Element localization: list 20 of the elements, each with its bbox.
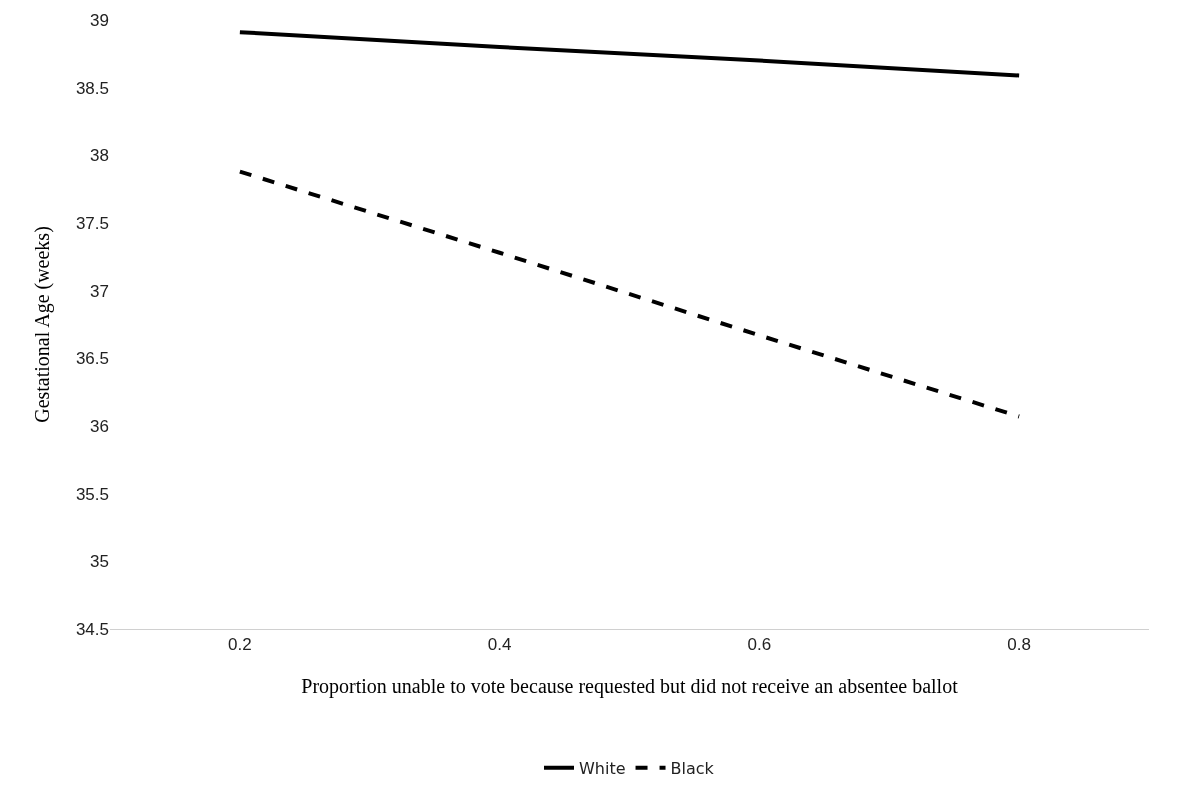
x-axis-title: Proportion unable to vote because requested but did not receive an absentee ballot (301, 674, 959, 698)
y-tick-label: 36 (90, 416, 109, 436)
y-tick-label: 35 (90, 552, 109, 572)
x-tick-label: 0.6 (747, 635, 772, 655)
y-tick-label: 38 (90, 146, 109, 166)
line-series (237, 169, 1022, 419)
y-tick-label: 34.5 (75, 619, 109, 639)
y-tick-label: 37.5 (75, 213, 109, 233)
y-tick-label: 39 (90, 10, 109, 30)
y-axis-title: Gestational Age (weeks) (31, 226, 55, 423)
y-tick-label: 36.5 (75, 349, 109, 369)
y-tick-label: 37 (90, 281, 109, 301)
y-tick-label: 35.5 (75, 484, 109, 504)
x-tick-label: 0.8 (1007, 635, 1031, 655)
legend-label: Black (670, 758, 715, 778)
line-series (237, 30, 1022, 78)
legend-label: White (579, 758, 626, 778)
x-tick-label: 0.4 (487, 635, 512, 655)
x-tick-label: 0.2 (228, 635, 252, 655)
y-tick-label: 38.5 (75, 78, 109, 98)
